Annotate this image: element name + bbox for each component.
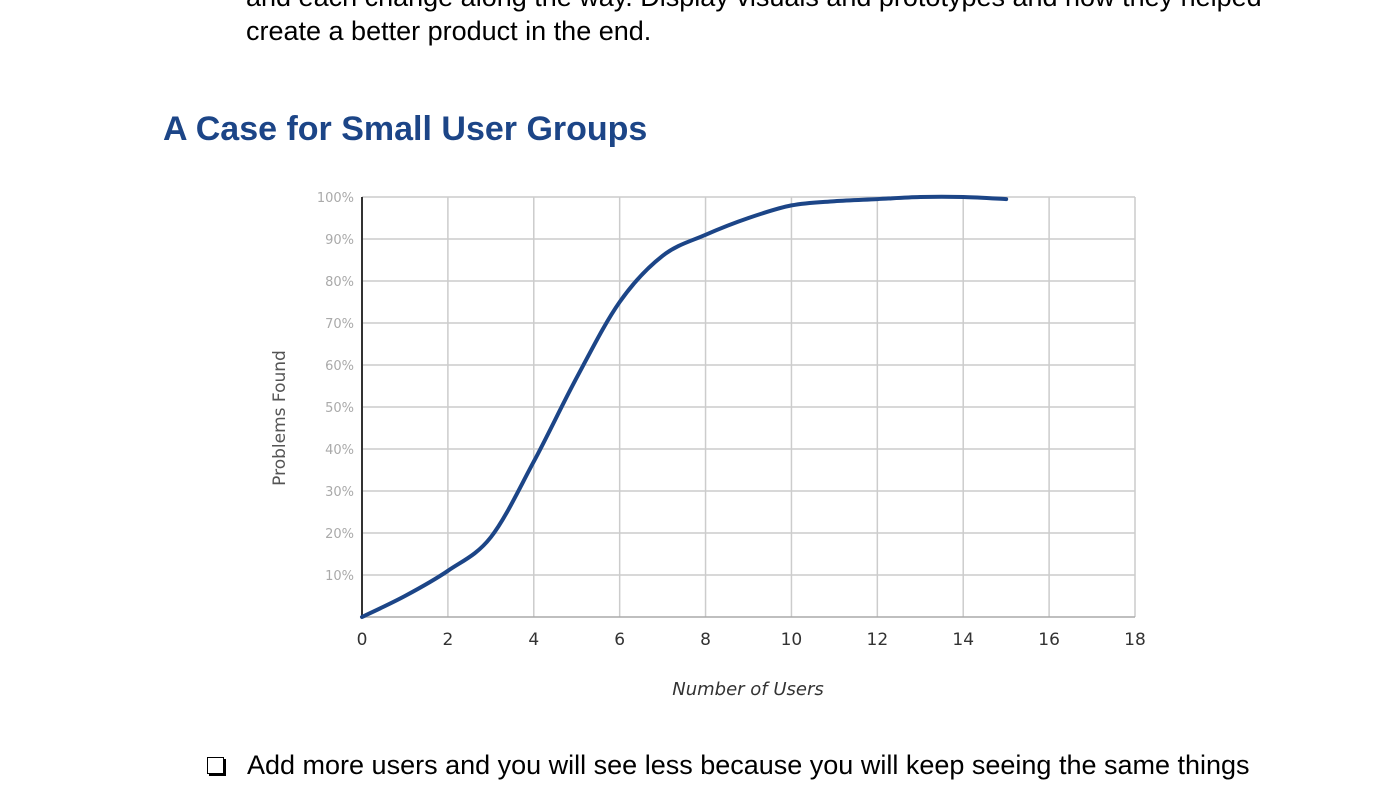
y-tick-label: 30% <box>325 485 354 500</box>
x-tick-label: 2 <box>442 630 453 650</box>
x-tick-label: 16 <box>1038 630 1060 650</box>
chart-grid <box>362 196 1136 617</box>
y-axis-label: Problems Found <box>270 350 290 486</box>
x-tick-label: 8 <box>700 630 711 650</box>
y-tick-label: 70% <box>325 317 354 332</box>
y-tick-label: 10% <box>325 569 354 584</box>
x-tick-labels: 0 2 4 6 8 10 12 14 16 18 <box>357 630 1146 650</box>
y-tick-label: 80% <box>325 275 354 290</box>
x-tick-label: 6 <box>614 630 625 650</box>
section-heading: A Case for Small User Groups <box>163 110 648 148</box>
y-tick-labels: 10% 20% 30% 40% 50% 60% 70% 80% 90% 100% <box>317 191 354 584</box>
chart-axes <box>361 197 1135 618</box>
y-tick-label: 40% <box>325 443 354 458</box>
x-tick-label: 0 <box>357 630 368 650</box>
intro-line-2: create a better product in the end. <box>246 16 652 46</box>
x-tick-label: 12 <box>867 630 889 650</box>
series-line <box>360 194 1009 619</box>
x-axis-label: Number of Users <box>672 679 824 700</box>
y-tick-label: 90% <box>325 233 354 248</box>
bullet-text: Add more users and you will see less bec… <box>247 750 1250 780</box>
y-tick-label: 20% <box>325 527 354 542</box>
checkbox-icon <box>207 757 224 774</box>
y-tick-label: 60% <box>325 359 354 374</box>
x-tick-label: 10 <box>781 630 803 650</box>
intro-paragraph: and each change along the way. Display v… <box>246 0 1262 48</box>
intro-line-1: and each change along the way. Display v… <box>246 0 1262 14</box>
y-tick-label: 50% <box>325 401 354 416</box>
x-tick-label: 4 <box>528 630 539 650</box>
x-tick-label: 14 <box>952 630 974 650</box>
y-tick-label: 100% <box>317 191 354 206</box>
x-tick-label: 18 <box>1124 630 1146 650</box>
chart-series <box>360 194 1009 619</box>
